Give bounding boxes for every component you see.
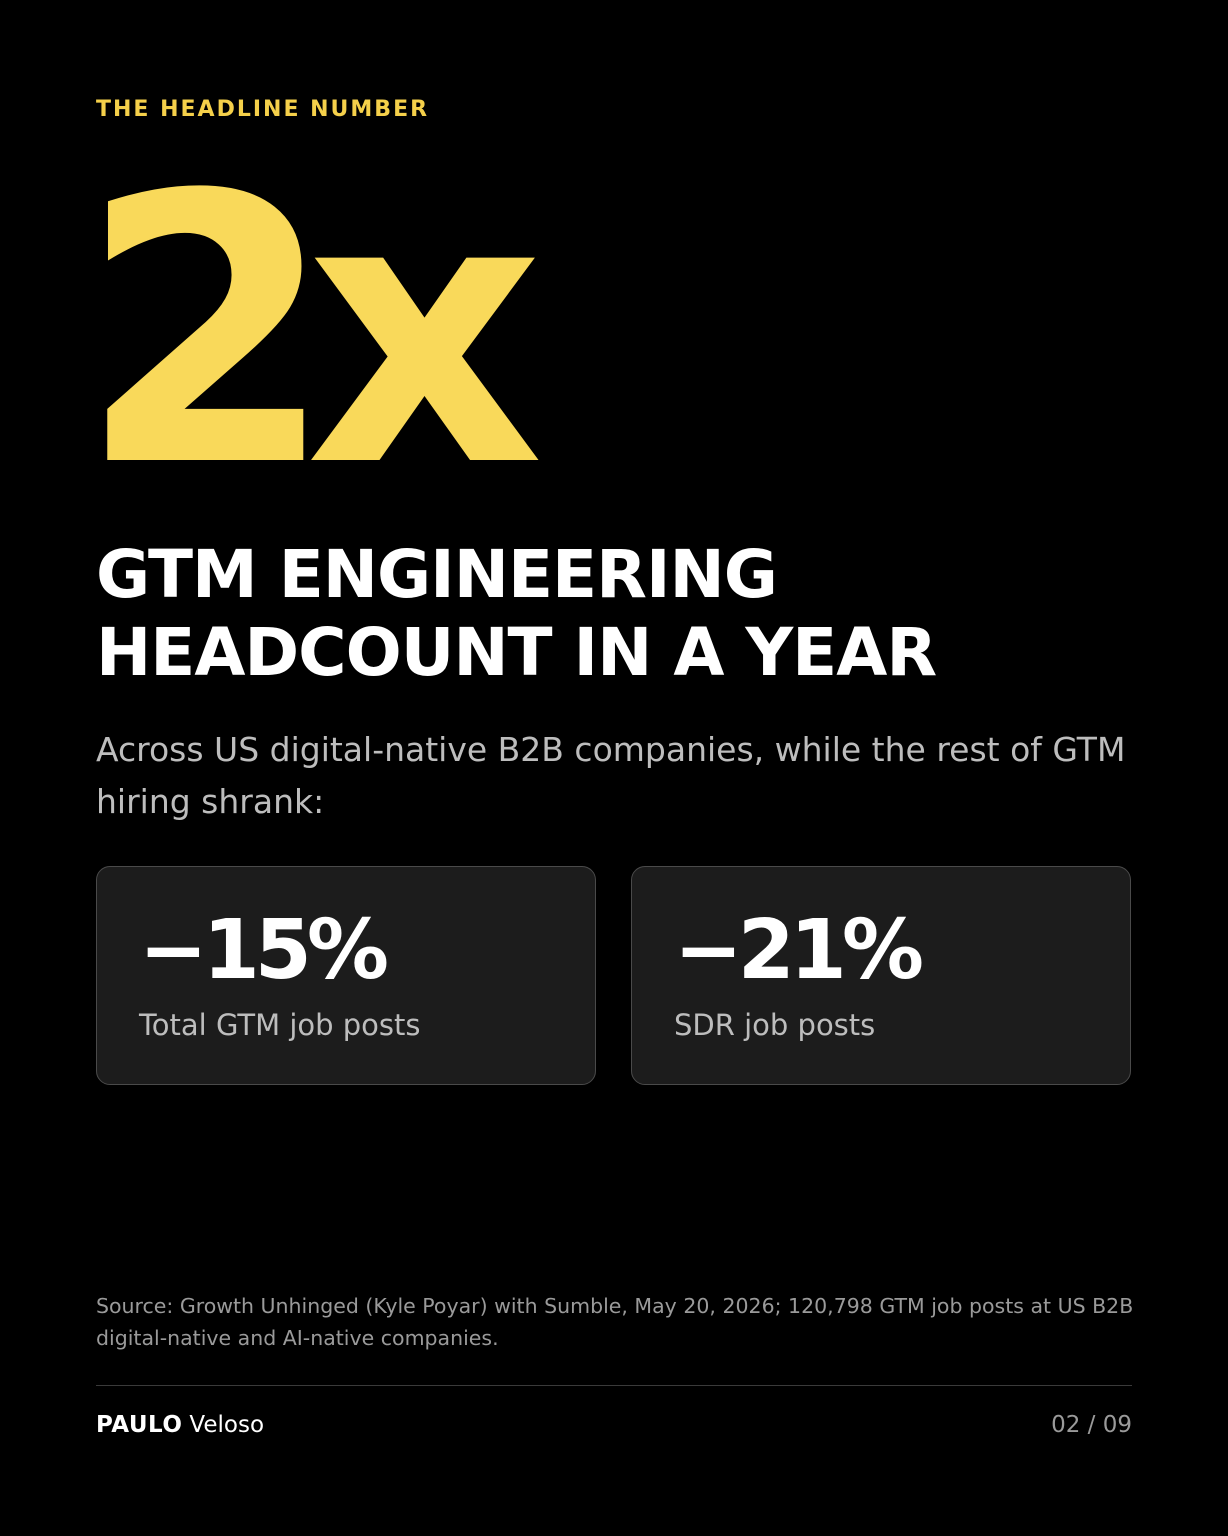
author-last-name: Veloso	[189, 1412, 265, 1438]
author-brand: PAULO Veloso	[96, 1410, 264, 1440]
page-counter: 02 / 09	[1051, 1412, 1132, 1438]
footer-divider	[96, 1385, 1132, 1386]
stat-value: −21%	[674, 903, 924, 998]
stat-label: SDR job posts	[674, 1008, 876, 1042]
author-first-name: PAULO	[96, 1412, 183, 1438]
source-note: Source: Growth Unhinged (Kyle Poyar) wit…	[96, 1294, 1134, 1350]
stat-value: −15%	[139, 903, 389, 998]
headline: GTM ENGINEERING HEADCOUNT IN A YEAR	[96, 536, 1136, 692]
stat-card-sdr: −21% SDR job posts	[631, 866, 1131, 1085]
hero-number: 2x	[78, 118, 544, 548]
subhead: Across US digital-native B2B companies, …	[96, 730, 1126, 821]
headline-line: GTM ENGINEERING	[96, 536, 778, 613]
stat-card-total-gtm: −15% Total GTM job posts	[96, 866, 596, 1085]
eyebrow-label: THE HEADLINE NUMBER	[96, 97, 430, 122]
headline-line: HEADCOUNT IN A YEAR	[96, 614, 937, 691]
stat-label: Total GTM job posts	[139, 1008, 421, 1042]
